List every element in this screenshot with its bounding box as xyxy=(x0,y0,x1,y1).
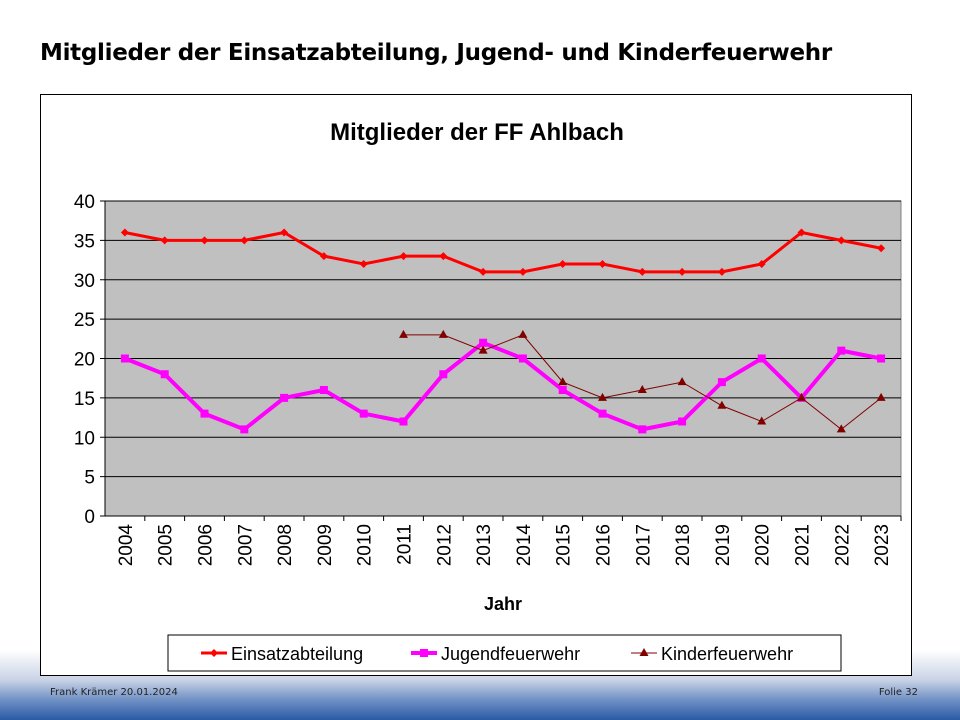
data-point-jugendfeuerwehr xyxy=(200,409,209,418)
data-point-kinderfeuerwehr xyxy=(518,329,528,338)
x-tick-label: 2005 xyxy=(156,524,177,566)
data-point-jugendfeuerwehr xyxy=(638,425,647,434)
data-point-einsatzabteilung xyxy=(797,228,806,237)
slide-title: Mitglieder der Einsatzabteilung, Jugend-… xyxy=(40,40,832,66)
y-tick-label: 20 xyxy=(74,350,95,371)
data-point-kinderfeuerwehr xyxy=(438,329,448,338)
data-point-einsatzabteilung xyxy=(120,228,129,237)
data-point-jugendfeuerwehr xyxy=(877,354,886,363)
data-point-einsatzabteilung xyxy=(399,252,408,261)
line-chart: Mitglieder der FF Ahlbach 0 5 10 15 20 25 30 35 4… xyxy=(74,119,902,672)
chart-title: Mitglieder der FF Ahlbach xyxy=(330,119,624,146)
x-tick-label: 2008 xyxy=(275,524,296,566)
data-point-einsatzabteilung xyxy=(558,260,567,268)
x-axis-label: Jahr xyxy=(484,594,522,614)
data-point-jugendfeuerwehr xyxy=(280,393,289,402)
x-tick-label: 2010 xyxy=(355,524,376,566)
data-point-jugendfeuerwehr xyxy=(439,370,448,379)
data-point-jugendfeuerwehr xyxy=(359,409,368,418)
y-tick-label: 30 xyxy=(74,271,95,292)
data-point-einsatzabteilung xyxy=(319,252,328,261)
data-point-kinderfeuerwehr xyxy=(598,392,607,401)
x-tick-label: 2021 xyxy=(793,524,814,566)
data-point-einsatzabteilung xyxy=(518,267,527,276)
y-tick-label: 35 xyxy=(74,231,95,252)
x-tick-label: 2017 xyxy=(633,524,654,566)
y-tick-label: 25 xyxy=(74,310,95,331)
x-tick-label: 2011 xyxy=(395,524,416,565)
x-tick-label: 2019 xyxy=(713,524,734,566)
data-point-jugendfeuerwehr xyxy=(120,354,129,363)
data-point-einsatzabteilung xyxy=(200,236,209,245)
y-tick-label: 0 xyxy=(84,507,95,528)
data-point-jugendfeuerwehr xyxy=(598,409,607,418)
data-point-jugendfeuerwehr xyxy=(678,417,687,426)
data-point-kinderfeuerwehr xyxy=(797,392,806,401)
data-point-einsatzabteilung xyxy=(837,236,846,245)
data-point-jugendfeuerwehr xyxy=(479,338,488,347)
x-tick-label: 2018 xyxy=(673,524,694,566)
data-point-kinderfeuerwehr xyxy=(399,329,408,338)
data-point-kinderfeuerwehr xyxy=(717,400,727,409)
x-tick-label: 2004 xyxy=(116,524,137,567)
data-point-einsatzabteilung xyxy=(479,267,488,276)
x-tick-label: 2023 xyxy=(872,524,893,566)
legend-marker-jugendfeuerwehr xyxy=(420,649,428,657)
x-tick-label: 2012 xyxy=(434,524,455,566)
series-line-jugendfeuerwehr xyxy=(124,340,882,432)
x-tick-label: 2022 xyxy=(832,524,853,566)
series-line-einsatzabteilung xyxy=(124,230,882,274)
legend-label-einsatzabteilung: Einsatzabteilung xyxy=(231,644,363,664)
data-point-einsatzabteilung xyxy=(638,267,647,276)
data-point-jugendfeuerwehr xyxy=(837,346,846,355)
data-point-einsatzabteilung xyxy=(280,228,289,237)
data-point-einsatzabteilung xyxy=(160,236,169,245)
data-point-kinderfeuerwehr xyxy=(558,377,568,386)
y-tick-label: 40 xyxy=(74,192,95,213)
legend-marker-einsatzabteilung xyxy=(210,649,218,657)
data-point-kinderfeuerwehr xyxy=(637,385,647,393)
legend-label-jugendfeuerwehr: Jugendfeuerwehr xyxy=(441,644,580,664)
data-point-jugendfeuerwehr xyxy=(757,354,766,363)
data-point-einsatzabteilung xyxy=(598,260,607,268)
data-point-einsatzabteilung xyxy=(359,260,368,268)
data-point-kinderfeuerwehr xyxy=(478,345,488,354)
x-tick-label: 2009 xyxy=(315,524,336,566)
x-tick-label: 2016 xyxy=(594,524,615,566)
data-point-einsatzabteilung xyxy=(240,236,249,245)
data-point-einsatzabteilung xyxy=(439,252,448,261)
chart-frame: Mitglieder der FF Ahlbach 0 5 10 15 20 25 30 35 4… xyxy=(40,94,912,676)
data-point-jugendfeuerwehr xyxy=(240,425,249,434)
x-tick-label: 2015 xyxy=(554,524,575,566)
footer-slide-number: Folie 32 xyxy=(878,687,918,698)
data-point-jugendfeuerwehr xyxy=(518,354,527,363)
y-tick-label: 15 xyxy=(74,389,95,410)
x-tick-label: 2020 xyxy=(753,524,774,566)
legend-label-kinderfeuerwehr: Kinderfeuerwehr xyxy=(661,644,793,664)
data-point-jugendfeuerwehr xyxy=(160,370,169,379)
x-tick-label: 2007 xyxy=(235,524,256,566)
data-point-jugendfeuerwehr xyxy=(558,386,567,394)
data-point-kinderfeuerwehr xyxy=(876,392,886,401)
x-tick-label: 2014 xyxy=(514,524,535,567)
data-point-einsatzabteilung xyxy=(678,267,687,276)
y-tick-label: 10 xyxy=(74,428,95,449)
y-tick-label: 5 xyxy=(84,468,95,489)
data-point-kinderfeuerwehr xyxy=(757,416,767,425)
data-point-einsatzabteilung xyxy=(877,244,886,253)
data-point-kinderfeuerwehr xyxy=(677,377,687,386)
legend-marker-kinderfeuerwehr xyxy=(639,648,649,656)
data-point-einsatzabteilung xyxy=(717,267,726,276)
data-point-jugendfeuerwehr xyxy=(399,417,408,426)
data-point-kinderfeuerwehr xyxy=(836,424,846,433)
footer-author-date: Frank Krämer 20.01.2024 xyxy=(50,687,178,698)
data-point-jugendfeuerwehr xyxy=(319,386,328,394)
legend xyxy=(167,634,842,672)
x-tick-label: 2006 xyxy=(196,524,217,566)
data-point-jugendfeuerwehr xyxy=(717,378,726,387)
x-tick-label: 2013 xyxy=(474,524,495,566)
data-point-einsatzabteilung xyxy=(757,260,766,268)
